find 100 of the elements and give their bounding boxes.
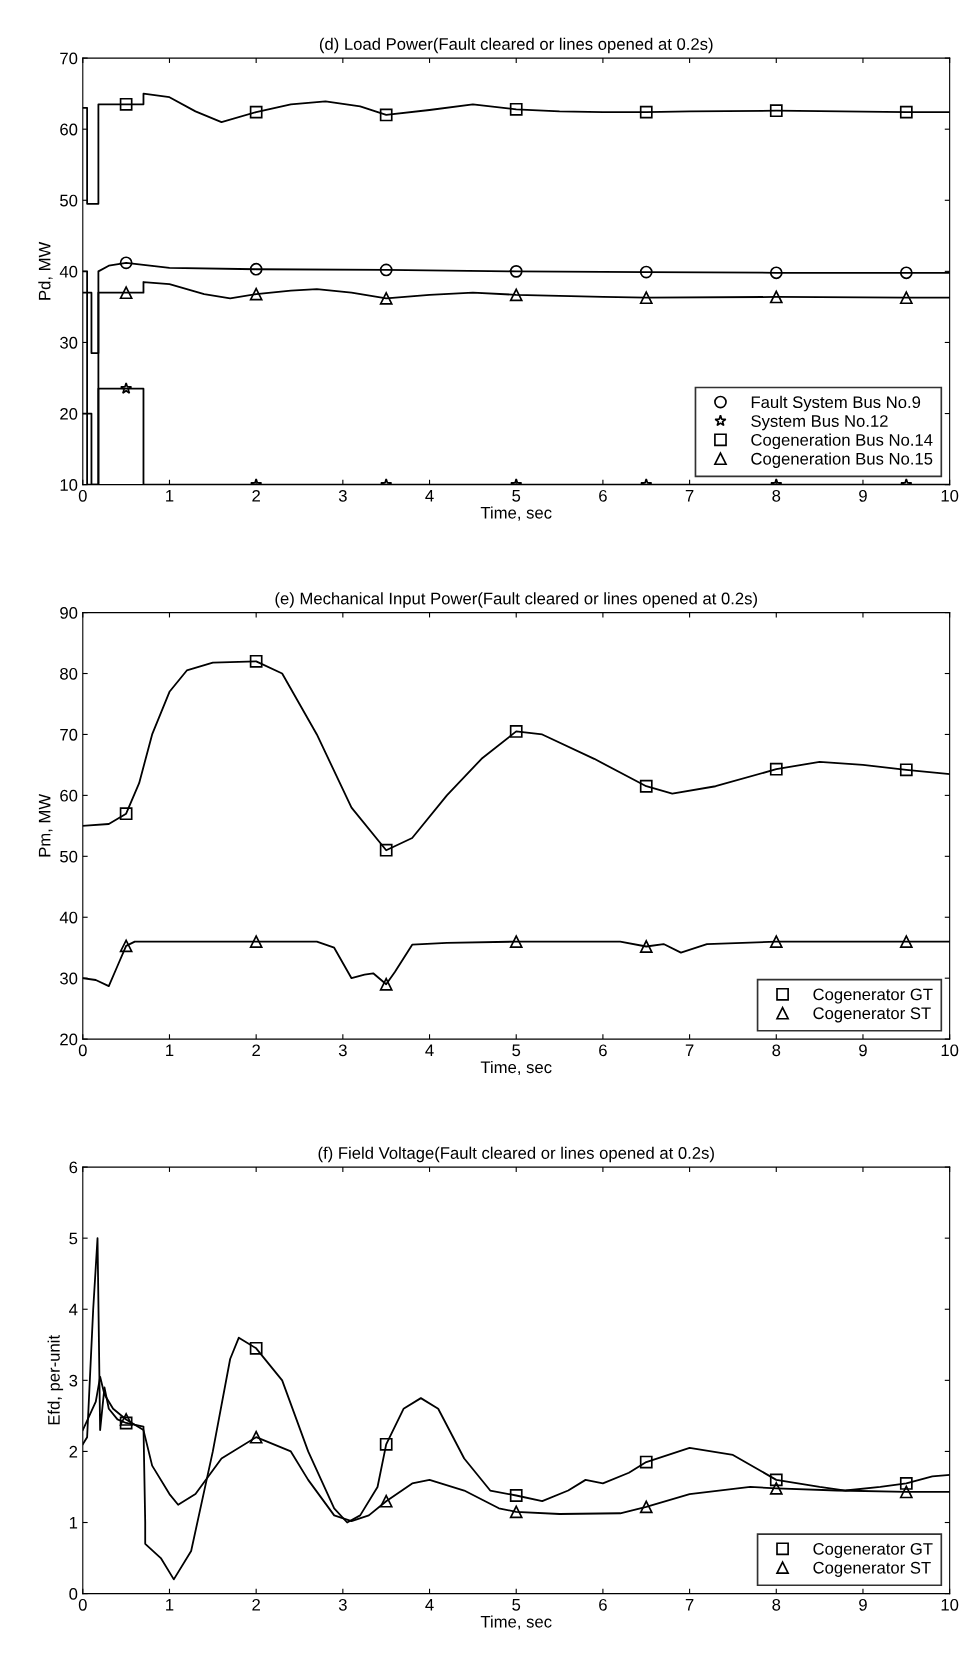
point — [379, 1437, 393, 1451]
x-tick-label: 5 — [512, 1044, 521, 1057]
chart-title: (d) Load Power(Fault cleared or lines opened at 0.2s) — [319, 37, 713, 54]
y-tick-label: 6 — [69, 1161, 78, 1174]
x-tick-label: 2 — [252, 489, 260, 502]
x-tick-label: 3 — [338, 1044, 347, 1057]
point — [119, 286, 133, 300]
y-tick-label: 0 — [69, 1588, 78, 1600]
x-tick-label: 1 — [166, 1599, 174, 1611]
point — [769, 290, 783, 304]
point — [509, 288, 523, 302]
x-tick-label: 8 — [772, 1598, 781, 1611]
point — [899, 266, 913, 280]
x-axis-title: Time, sec — [480, 1060, 552, 1076]
point — [120, 382, 133, 394]
x-tick-label: 4 — [425, 490, 434, 502]
y-tick-label: 40 — [59, 265, 78, 278]
point — [899, 1485, 913, 1499]
point — [379, 108, 393, 122]
x-tick-label: 7 — [685, 490, 694, 502]
point — [249, 935, 263, 949]
x-tick-label: 0 — [78, 1044, 87, 1057]
x-tick-label: 9 — [859, 1044, 867, 1057]
y-tick-label: 1 — [69, 1517, 78, 1529]
x-tick-label: 9 — [859, 489, 867, 502]
point — [509, 102, 523, 116]
point — [899, 105, 913, 119]
x-tick-label: 6 — [599, 1598, 607, 1611]
point — [509, 935, 523, 949]
y-tick-label: 30 — [60, 972, 78, 985]
y-tick-label: 40 — [59, 911, 78, 924]
y-tick-label: 70 — [60, 728, 78, 741]
point — [639, 1500, 653, 1514]
legend-label: Cogeneration Bus No.15 — [751, 452, 933, 468]
x-tick-label: 10 — [941, 1598, 959, 1611]
point — [899, 763, 913, 777]
point — [639, 1455, 653, 1469]
legend-label: Cogenerator GT — [813, 1542, 933, 1559]
x-tick-label: 7 — [685, 1599, 694, 1611]
y-axis-title: Efd, per-unit — [47, 1335, 64, 1425]
y-tick-label: 4 — [69, 1303, 78, 1316]
y-tick-label: 80 — [60, 667, 78, 680]
y-tick-label: 30 — [60, 336, 78, 349]
x-tick-label: 9 — [859, 1598, 867, 1611]
x-tick-label: 3 — [338, 1598, 347, 1611]
x-tick-label: 10 — [941, 1044, 959, 1057]
x-tick-label: 4 — [425, 1044, 434, 1057]
point — [119, 1416, 133, 1430]
x-tick-label: 1 — [166, 490, 174, 502]
point — [379, 977, 393, 991]
y-tick-label: 60 — [60, 123, 78, 136]
legend-label: Fault System Bus No.9 — [751, 395, 921, 412]
point — [769, 762, 783, 776]
point — [509, 1489, 523, 1502]
point — [769, 266, 783, 280]
y-tick-label: 20 — [60, 1033, 78, 1046]
x-tick-label: 6 — [599, 489, 607, 502]
y-tick-label: 2 — [69, 1445, 78, 1458]
y-tick-label: 3 — [69, 1374, 78, 1387]
point — [379, 263, 393, 277]
x-tick-label: 7 — [685, 1044, 694, 1057]
x-tick-label: 10 — [941, 489, 959, 502]
point — [509, 725, 523, 738]
x-axis-title: Time, sec — [480, 1615, 552, 1630]
y-tick-label: 90 — [60, 606, 78, 619]
chart-title: (e) Mechanical Input Power(Fault cleared or lines opened at 0.2s) — [275, 592, 757, 608]
y-tick-label: 20 — [60, 407, 78, 420]
point — [509, 1505, 523, 1519]
x-tick-label: 5 — [512, 490, 521, 502]
point — [899, 1477, 913, 1490]
point — [379, 843, 393, 857]
point — [639, 291, 653, 305]
legend-label: Cogenerator GT — [813, 988, 933, 1004]
y-tick-label: 70 — [60, 52, 78, 65]
legend-label: Cogenerator ST — [813, 1007, 931, 1023]
x-tick-label: 5 — [512, 1599, 521, 1611]
y-tick-label: 50 — [60, 194, 78, 207]
point — [769, 1481, 783, 1495]
chart-title: (f) Field Voltage(Fault cleared or lines opened at 0.2s) — [318, 1146, 714, 1163]
point — [249, 105, 263, 119]
y-tick-label: 10 — [60, 479, 78, 491]
x-tick-label: 8 — [772, 489, 781, 502]
point — [119, 807, 133, 821]
point — [249, 654, 263, 668]
x-tick-label: 4 — [425, 1599, 434, 1611]
point — [639, 105, 653, 119]
x-tick-label: 3 — [338, 489, 347, 502]
y-tick-label: 5 — [69, 1232, 78, 1245]
point — [769, 1473, 783, 1487]
x-tick-label: 0 — [78, 1598, 87, 1611]
x-tick-label: 2 — [252, 1044, 260, 1057]
point — [379, 1494, 393, 1508]
point — [509, 264, 523, 278]
x-tick-label: 6 — [599, 1044, 607, 1057]
point — [249, 1430, 263, 1444]
point — [639, 779, 653, 793]
point — [119, 256, 133, 270]
point — [249, 287, 263, 301]
legend-label: System Bus No.12 — [751, 415, 888, 431]
y-axis-title: Pm, MW — [38, 793, 53, 857]
